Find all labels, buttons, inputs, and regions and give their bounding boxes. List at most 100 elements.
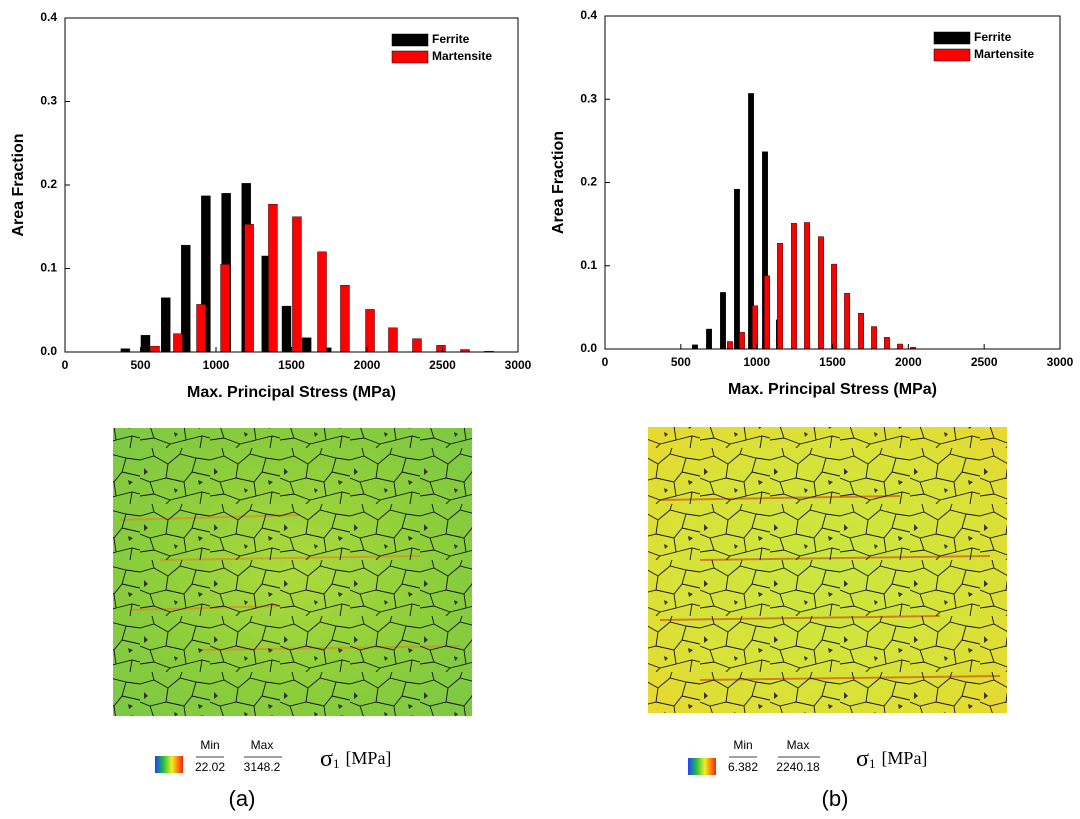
x-tick-label: 1500 <box>819 355 846 369</box>
bar <box>150 345 160 353</box>
x-tick-label: 2500 <box>429 358 456 372</box>
bar <box>858 313 864 350</box>
bar <box>720 292 726 350</box>
symbol: σ <box>320 746 333 772</box>
bar <box>317 251 327 353</box>
bar <box>752 305 758 350</box>
bar <box>268 204 278 353</box>
symbol: σ <box>856 746 869 772</box>
bar <box>292 216 302 353</box>
map-grains <box>648 427 1007 713</box>
legend-label: Martensite <box>432 49 492 63</box>
x-tick-label: 2000 <box>895 355 922 369</box>
x-tick-label: 2500 <box>971 355 998 369</box>
bar <box>897 343 903 350</box>
bar <box>281 305 292 353</box>
bar <box>777 243 783 350</box>
y-axis-label: Area Fraction <box>550 131 567 234</box>
legend-swatch <box>391 33 429 47</box>
min-label: Min <box>733 738 752 752</box>
x-tick-label: 2000 <box>354 358 381 372</box>
chart: 0.0 0.1 0.2 0.3 0.4 0 500 1000 1500 2000 2500 3000 M… <box>550 8 1073 398</box>
quantity: σ1 [MPa] <box>856 746 927 772</box>
bar <box>301 337 312 353</box>
legend-label: Ferrite <box>974 30 1012 44</box>
bar <box>692 344 698 350</box>
x-tick-label: 1500 <box>278 358 305 372</box>
y-tick-label: 0.3 <box>40 94 57 108</box>
bar <box>706 328 712 350</box>
bar <box>160 297 171 353</box>
y-tick-label: 0.2 <box>40 177 57 191</box>
bar <box>844 293 850 350</box>
bar <box>791 223 797 350</box>
y-tick-label: 0.0 <box>40 344 57 358</box>
x-axis-label: Max. Principal Stress (MPa) <box>187 384 396 401</box>
legend-label: Ferrite <box>432 32 470 46</box>
plot-frame <box>64 17 519 353</box>
subscript: 1 <box>333 756 340 771</box>
colorbar <box>688 758 716 775</box>
legend-label: Martensite <box>974 47 1034 61</box>
bar <box>388 327 398 353</box>
legend-swatch <box>933 48 971 62</box>
x-tick-label: 1000 <box>743 355 770 369</box>
min-value: 22.02 <box>195 760 225 774</box>
y-tick-label: 0.1 <box>40 261 57 275</box>
max-value: 3148.2 <box>244 760 281 774</box>
max-value: 2240.18 <box>776 760 820 774</box>
unit: [MPa] <box>881 748 927 768</box>
bar <box>412 338 422 353</box>
x-axis-label: Max. Principal Stress (MPa) <box>728 381 937 398</box>
y-tick-label: 0.1 <box>580 258 597 272</box>
x-tick-label: 1000 <box>203 358 230 372</box>
panel-label: (a) <box>229 786 256 811</box>
bar <box>818 236 824 350</box>
bar <box>173 333 183 353</box>
unit: [MPa] <box>345 748 391 768</box>
x-tick-label: 500 <box>130 358 150 372</box>
legend-swatch <box>391 50 429 64</box>
chart: 0.0 0.1 0.2 0.3 0.4 0 500 1000 1500 2000 2500 3000 M… <box>10 10 531 401</box>
x-tick-label: 500 <box>671 355 691 369</box>
max-label: Max <box>251 738 274 752</box>
stress-map-a <box>113 428 472 716</box>
bar <box>340 285 350 353</box>
x-tick-label: 0 <box>602 355 609 369</box>
y-tick-label: 0.3 <box>580 91 597 105</box>
y-tick-label: 0.4 <box>580 8 597 22</box>
bar <box>884 337 890 350</box>
subscript: 1 <box>869 756 876 771</box>
bar <box>365 309 375 353</box>
bar <box>220 264 230 353</box>
bar <box>196 304 206 353</box>
x-tick-label: 3000 <box>1047 355 1074 369</box>
bar <box>244 224 254 353</box>
min-value: 6.382 <box>728 760 758 774</box>
bar <box>871 326 877 350</box>
bar <box>436 345 446 353</box>
bar <box>764 275 770 350</box>
bar <box>739 332 745 350</box>
panel-label: (b) <box>822 786 849 811</box>
colorbar-a: Min 22.02 Max 3148.2 σ1 [MPa] (a) <box>155 738 391 811</box>
bar <box>727 341 733 350</box>
map-grains <box>113 428 472 716</box>
bar <box>831 263 837 350</box>
quantity: σ1 [MPa] <box>320 746 391 772</box>
bar <box>140 335 151 353</box>
y-axis-label: Area Fraction <box>10 133 27 236</box>
stress-map-b <box>648 427 1007 713</box>
bar <box>734 188 740 350</box>
x-tick-label: 0 <box>62 358 69 372</box>
x-tick-label: 3000 <box>505 358 532 372</box>
min-label: Min <box>200 738 219 752</box>
colorbar <box>155 756 183 773</box>
bar <box>804 222 810 350</box>
y-tick-label: 0.0 <box>580 341 597 355</box>
max-label: Max <box>787 738 810 752</box>
bar <box>120 348 131 353</box>
colorbar-b: Min 6.382 Max 2240.18 σ1 [MPa] (b) <box>688 738 927 811</box>
y-tick-label: 0.4 <box>40 10 57 24</box>
